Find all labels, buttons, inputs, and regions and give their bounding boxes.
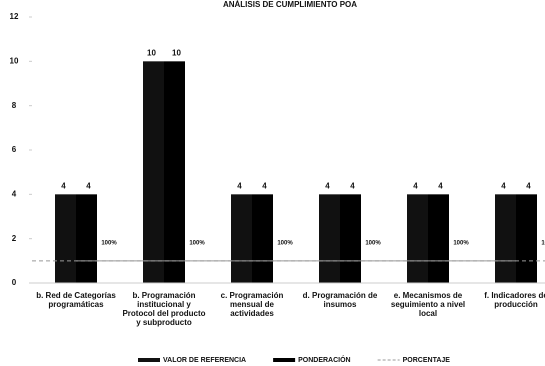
y-tick-label: 4 — [12, 189, 17, 198]
y-tick-label: 12 — [10, 12, 19, 21]
data-label: 100% — [101, 240, 117, 246]
bar — [55, 194, 76, 283]
legend-label: PONDERACIÓN — [298, 355, 351, 364]
bar — [76, 194, 97, 283]
x-tick-label: e. Mecanismos de seguimiento a nivel loc… — [390, 291, 466, 318]
legend-swatch — [138, 358, 160, 362]
bar — [340, 194, 361, 283]
legend-label: PORCENTAJE — [403, 357, 451, 364]
bar — [231, 194, 252, 283]
data-label: 100% — [189, 240, 205, 246]
data-label: 100% — [277, 240, 293, 246]
bar — [407, 194, 428, 283]
y-tick-label: 8 — [12, 101, 17, 110]
data-label: 100% — [541, 240, 545, 246]
bar — [516, 194, 537, 283]
data-label: 4 — [413, 181, 418, 190]
x-tick-label: c. Programación mensual de actividades — [220, 291, 284, 318]
chart-title: ANÁLISIS DE CUMPLIMIENTO POA — [223, 0, 357, 9]
data-label: 4 — [262, 181, 267, 190]
y-tick-label: 10 — [10, 56, 19, 65]
data-label: 4 — [325, 181, 330, 190]
bar — [164, 61, 185, 284]
bar — [495, 194, 516, 283]
data-label: 10 — [172, 48, 181, 57]
y-tick-label: 6 — [12, 145, 17, 154]
data-label: 4 — [501, 181, 506, 190]
x-tick-label: b. Programación institucional y Protocol… — [122, 291, 206, 327]
data-label: 100% — [453, 240, 469, 246]
data-label: 4 — [237, 181, 242, 190]
data-label: 10 — [147, 48, 156, 57]
data-label: 4 — [526, 181, 531, 190]
data-label: 100% — [365, 240, 381, 246]
x-tick-label: b. Red de Categorías programáticas — [36, 291, 116, 309]
bar — [252, 194, 273, 283]
data-label: 4 — [86, 181, 91, 190]
y-tick-label: 2 — [12, 234, 17, 243]
x-tick-label: d. Programación de insumos — [302, 291, 378, 309]
data-label: 4 — [350, 181, 355, 190]
data-label: 4 — [61, 181, 66, 190]
legend-swatch — [273, 358, 296, 362]
data-label: 4 — [438, 181, 443, 190]
x-tick-label: f. Indicadores de producción — [484, 291, 545, 309]
bar — [319, 194, 340, 283]
bar — [143, 61, 164, 284]
bar — [428, 194, 449, 283]
legend-label: VALOR DE REFERENCIA — [163, 357, 246, 364]
y-tick-label: 0 — [12, 278, 17, 287]
